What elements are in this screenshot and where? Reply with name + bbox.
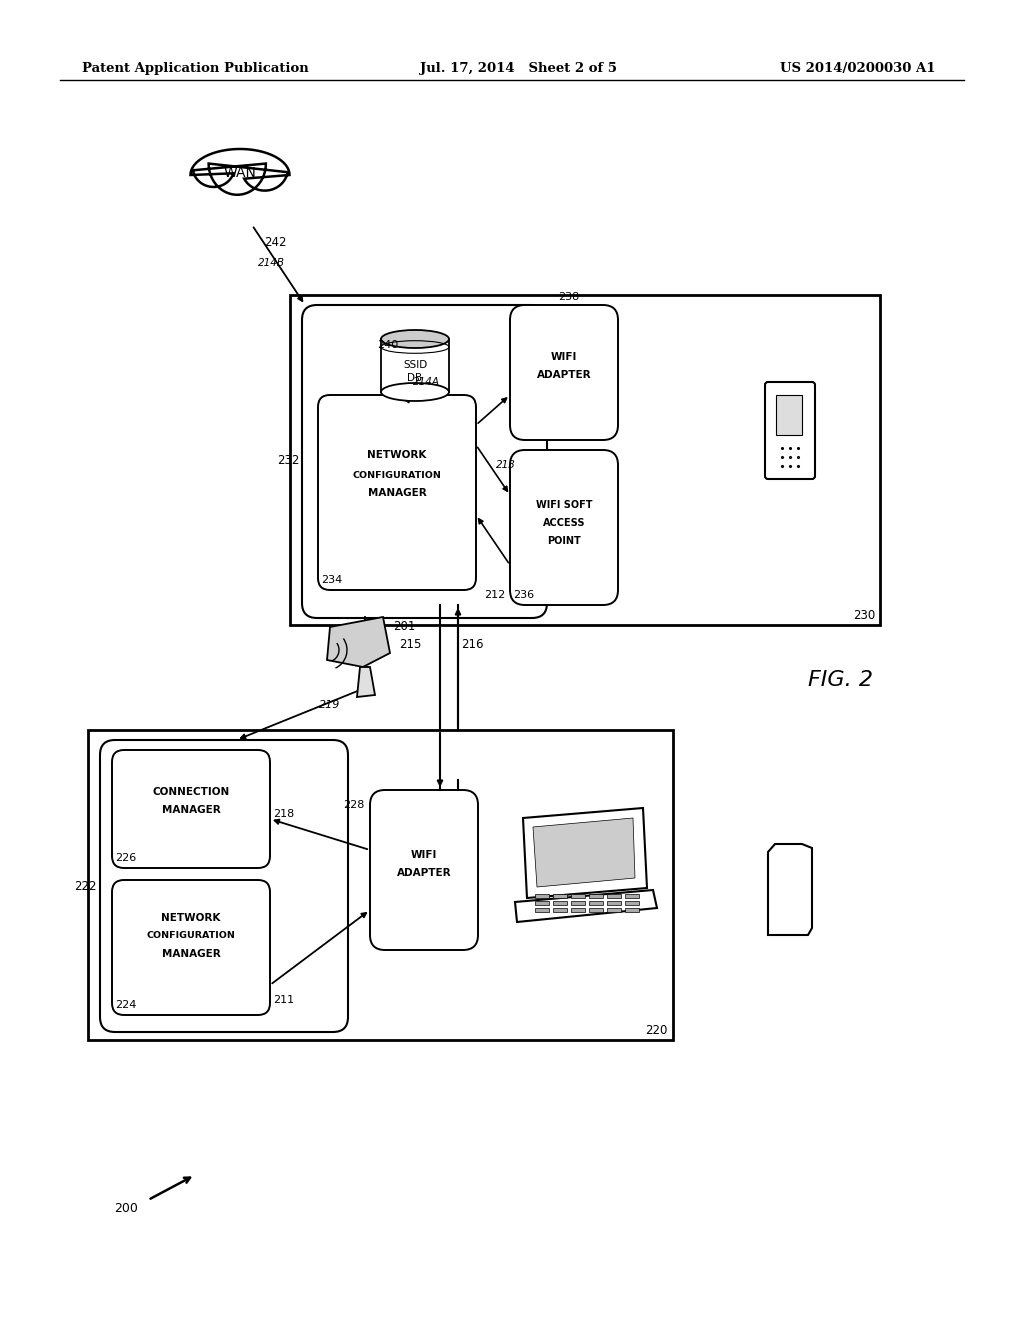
Bar: [589, 908, 603, 912]
Bar: [571, 902, 585, 906]
Bar: [553, 902, 567, 906]
Text: DB: DB: [408, 374, 423, 383]
Bar: [625, 902, 639, 906]
Text: WIFI SOFT: WIFI SOFT: [536, 500, 592, 510]
Text: WIFI: WIFI: [411, 850, 437, 861]
Text: 226: 226: [115, 853, 136, 863]
Bar: [290, 294, 880, 624]
Text: 219: 219: [318, 700, 340, 710]
Polygon shape: [523, 808, 647, 898]
Text: NETWORK: NETWORK: [162, 913, 221, 923]
Bar: [553, 908, 567, 912]
Text: 236: 236: [513, 590, 535, 601]
Polygon shape: [357, 667, 375, 697]
Text: 201: 201: [393, 620, 416, 634]
Text: 238: 238: [558, 292, 580, 302]
Text: WAN: WAN: [223, 166, 256, 180]
Bar: [535, 902, 549, 906]
Bar: [607, 894, 621, 898]
Text: US 2014/0200030 A1: US 2014/0200030 A1: [780, 62, 936, 75]
Text: FIG. 2: FIG. 2: [808, 671, 872, 690]
Bar: [607, 902, 621, 906]
Text: MANAGER: MANAGER: [162, 949, 220, 960]
Text: 200: 200: [114, 1203, 138, 1214]
Ellipse shape: [381, 330, 449, 348]
Text: 220: 220: [645, 1024, 668, 1038]
Text: CONFIGURATION: CONFIGURATION: [352, 470, 441, 479]
FancyBboxPatch shape: [100, 741, 348, 1032]
Text: 211: 211: [273, 995, 294, 1005]
Bar: [589, 902, 603, 906]
Text: Patent Application Publication: Patent Application Publication: [82, 62, 309, 75]
Text: 240: 240: [377, 341, 398, 350]
Bar: [607, 908, 621, 912]
Text: 222: 222: [75, 879, 97, 892]
Text: 218: 218: [273, 809, 294, 818]
Text: 212: 212: [483, 590, 505, 601]
Text: 232: 232: [276, 454, 299, 467]
Text: MANAGER: MANAGER: [162, 805, 220, 814]
Bar: [589, 894, 603, 898]
Text: 216: 216: [461, 639, 483, 652]
Text: 234: 234: [321, 576, 342, 585]
Bar: [625, 894, 639, 898]
Bar: [553, 894, 567, 898]
FancyBboxPatch shape: [765, 381, 815, 479]
Polygon shape: [190, 149, 290, 195]
Text: MANAGER: MANAGER: [368, 488, 426, 498]
Polygon shape: [515, 890, 657, 921]
Bar: [535, 908, 549, 912]
FancyBboxPatch shape: [112, 750, 270, 869]
Text: 228: 228: [344, 800, 365, 810]
Polygon shape: [768, 843, 812, 935]
Text: WIFI: WIFI: [551, 352, 578, 362]
Text: POINT: POINT: [547, 536, 581, 546]
Text: 214A: 214A: [413, 378, 440, 387]
Text: 224: 224: [115, 1001, 136, 1010]
FancyBboxPatch shape: [112, 880, 270, 1015]
Text: NETWORK: NETWORK: [368, 450, 427, 459]
Bar: [625, 908, 639, 912]
Text: 215: 215: [399, 639, 422, 652]
Bar: [571, 894, 585, 898]
Ellipse shape: [381, 383, 449, 401]
Text: SSID: SSID: [402, 360, 427, 370]
Polygon shape: [327, 616, 390, 667]
FancyBboxPatch shape: [370, 789, 478, 950]
Text: 214B: 214B: [258, 257, 285, 268]
FancyBboxPatch shape: [510, 305, 618, 440]
Bar: [88, 730, 673, 1040]
Polygon shape: [534, 818, 635, 887]
Text: Jul. 17, 2014   Sheet 2 of 5: Jul. 17, 2014 Sheet 2 of 5: [420, 62, 617, 75]
Text: ADAPTER: ADAPTER: [396, 869, 452, 878]
Bar: [535, 894, 549, 898]
Text: ADAPTER: ADAPTER: [537, 370, 591, 380]
Text: ACCESS: ACCESS: [543, 517, 586, 528]
Bar: [571, 908, 585, 912]
FancyBboxPatch shape: [302, 305, 547, 618]
Bar: [776, 395, 802, 436]
Text: CONFIGURATION: CONFIGURATION: [146, 932, 236, 940]
Text: 242: 242: [264, 236, 287, 249]
FancyBboxPatch shape: [318, 395, 476, 590]
Text: 213: 213: [496, 459, 516, 470]
FancyBboxPatch shape: [510, 450, 618, 605]
Text: 230: 230: [853, 609, 874, 622]
Text: CONNECTION: CONNECTION: [153, 787, 229, 797]
